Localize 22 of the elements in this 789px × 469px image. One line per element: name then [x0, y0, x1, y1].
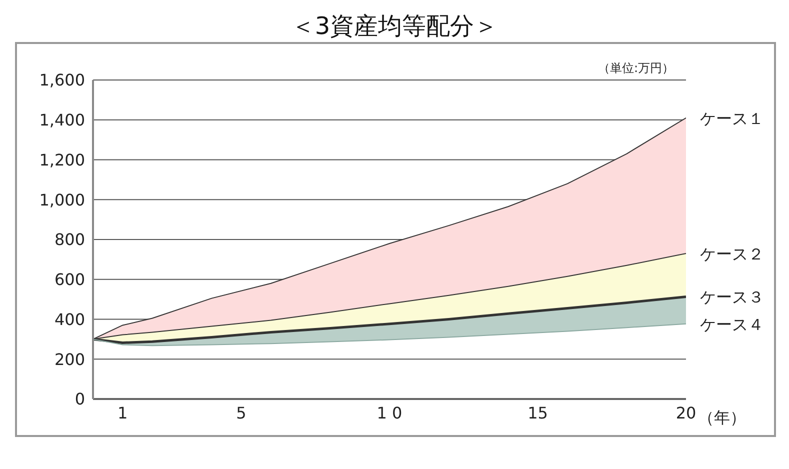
- y-tick-label: 800: [54, 230, 85, 250]
- series-label: ケース３: [700, 288, 764, 307]
- x-tick-label: 15: [528, 403, 548, 422]
- series-label: ケース２: [700, 244, 764, 264]
- y-tick-label: 200: [54, 350, 85, 369]
- y-tick-label: 1,600: [39, 70, 85, 90]
- x-axis-title: （年）: [698, 408, 746, 427]
- y-tick-label: 400: [54, 310, 85, 329]
- y-tick-label: 0: [74, 390, 85, 409]
- x-tick-label: 1: [118, 403, 128, 422]
- x-tick-label: 20: [676, 403, 696, 422]
- line-series: [93, 323, 686, 346]
- x-tick-label: 1 0: [376, 403, 402, 422]
- y-tick-label: 600: [54, 270, 85, 290]
- x-tick-label: 5: [236, 403, 246, 422]
- y-tick-label: 1,200: [39, 150, 85, 170]
- y-tick-label: 1,400: [39, 110, 85, 130]
- y-tick-label: 1,000: [39, 190, 85, 210]
- series-label: ケース１: [700, 108, 764, 128]
- series-label: ケース４: [700, 314, 764, 334]
- chart-title: ＜3資産均等配分＞: [290, 11, 500, 42]
- text: （単位:万円）: [598, 60, 674, 77]
